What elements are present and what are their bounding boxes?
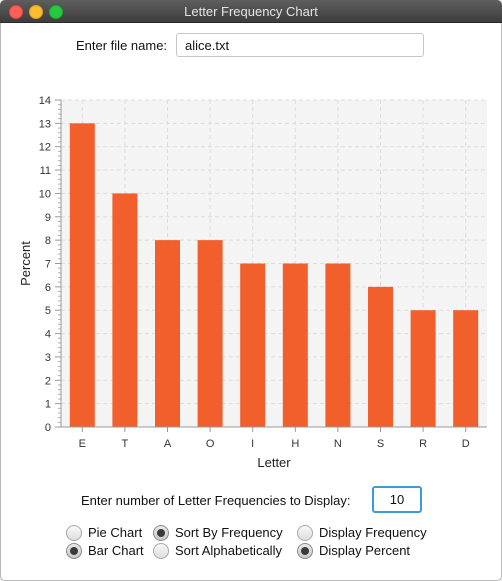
bar-D [453,310,479,427]
sort-alphabetically-radio[interactable]: Sort Alphabetically [153,542,282,559]
y-tick-label: 12 [39,142,51,154]
x-tick-label: N [334,438,342,450]
window-title: Letter Frequency Chart [184,4,318,19]
y-tick-label: 1 [45,399,51,411]
file-name-label: Enter file name: [76,38,168,53]
file-name-input[interactable] [176,33,424,57]
y-tick-label: 11 [40,165,51,177]
y-tick-label: 14 [39,95,51,107]
radio-selected-dot-icon [70,546,78,555]
x-tick-label: S [377,438,384,450]
radio-circle-icon [66,542,82,559]
bar-chart-label: Bar Chart [88,543,144,558]
bar-I [240,263,266,427]
x-tick-label: A [164,438,172,450]
x-tick-label: D [462,438,470,450]
display-frequency-label: Display Frequency [319,525,427,540]
bar-chart-radio[interactable]: Bar Chart [66,542,144,559]
radio-circle-icon [153,542,169,559]
x-tick-label: E [79,438,86,450]
radio-circle-icon [66,524,82,541]
bar-H [282,263,308,427]
y-tick-label: 0 [45,422,51,434]
radio-selected-dot-icon [157,528,165,537]
x-tick-label: R [419,438,427,450]
pie-chart-radio[interactable]: Pie Chart [66,524,142,541]
radio-selected-dot-icon [301,546,309,555]
close-window-button[interactable] [9,5,23,19]
y-tick-label: 3 [45,352,51,364]
radio-circle-icon [297,524,313,541]
bar-R [410,310,436,427]
x-tick-label: O [206,438,215,450]
y-tick-label: 10 [39,188,51,200]
display-count-input[interactable] [372,486,422,513]
radio-circle-icon [153,524,169,541]
minimize-window-button[interactable] [29,5,43,19]
bar-T [112,193,138,427]
bar-O [197,240,223,427]
bar-A [155,240,180,427]
x-tick-label: I [251,438,254,450]
bar-S [368,286,393,427]
y-tick-label: 9 [45,212,51,224]
y-tick-label: 6 [45,282,51,294]
x-tick-label: T [122,438,129,450]
y-tick-label: 4 [45,329,51,341]
display-frequency-radio[interactable]: Display Frequency [297,524,427,541]
chart-bars [69,123,479,427]
y-tick-label: 7 [45,259,51,271]
title-bar[interactable]: Letter Frequency Chart [0,0,502,23]
y-tick-label: 5 [45,305,51,317]
x-tick-label: H [291,438,299,450]
y-tick-label: 13 [39,118,51,130]
display-count-label: Enter number of Letter Frequencies to Di… [81,493,351,508]
y-tick-label: 2 [45,375,51,387]
display-percent-label: Display Percent [319,543,411,558]
bar-E [69,123,95,427]
sort-alphabetically-label: Sort Alphabetically [175,543,282,558]
x-axis-label: Letter [257,455,291,470]
display-percent-radio[interactable]: Display Percent [297,542,410,559]
bar-N [325,263,351,427]
y-axis-label: Percent [18,241,33,286]
pie-chart-label: Pie Chart [88,525,143,540]
sort-by-frequency-radio[interactable]: Sort By Frequency [153,524,283,541]
radio-circle-icon [297,542,313,559]
y-tick-label: 8 [45,235,51,247]
sort-by-frequency-label: Sort By Frequency [175,525,283,540]
zoom-window-button[interactable] [49,5,63,19]
